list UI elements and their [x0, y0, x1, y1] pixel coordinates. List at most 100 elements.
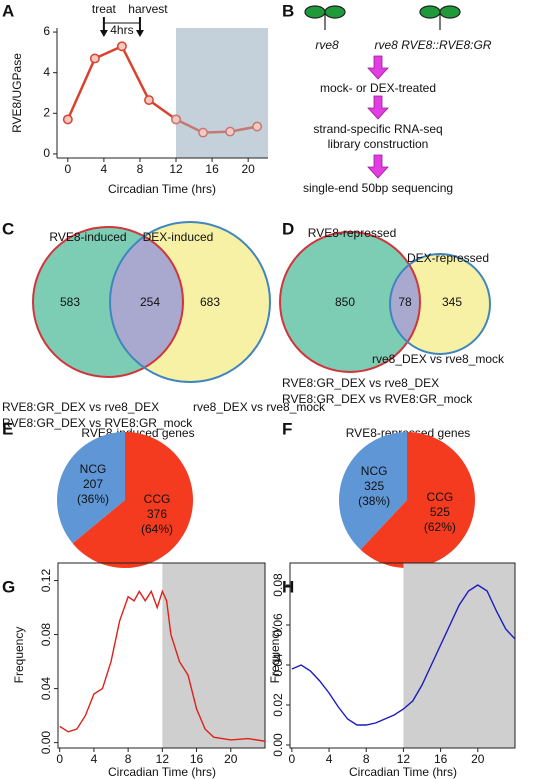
slice-percent: (38%) — [358, 494, 390, 508]
x-tick-label: 4 — [326, 752, 333, 766]
x-axis-label: Circadian Time (hrs) — [108, 182, 216, 196]
x-tick-label: 8 — [125, 752, 132, 766]
night-shading — [162, 563, 265, 748]
y-tick-label: 0.04 — [39, 677, 53, 701]
pie-slice — [72, 432, 193, 568]
panel-label: A — [2, 1, 14, 20]
region-count: 254 — [140, 295, 160, 309]
y-tick-label: 2 — [43, 105, 50, 119]
y-tick-label: 0.04 — [271, 653, 285, 677]
y-tick-label: 4 — [43, 65, 50, 79]
comparison-label: rve8_DEX vs rve8_mock — [193, 400, 326, 414]
y-tick-label: 0 — [43, 146, 50, 160]
step-label: mock- or DEX-treated — [320, 81, 436, 95]
x-tick-label: 20 — [241, 162, 255, 176]
data-point — [62, 114, 73, 125]
slice-category: CCG — [144, 492, 171, 506]
series-line — [291, 584, 516, 726]
x-tick-label: 16 — [434, 752, 448, 766]
x-tick-label: 12 — [397, 752, 411, 766]
x-axis-label: Circadian Time (hrs) — [108, 765, 216, 779]
x-tick-label: 20 — [224, 752, 238, 766]
x-tick-label: 8 — [363, 752, 370, 766]
step-label: single-end 50bp sequencing — [303, 181, 453, 195]
region-count: 78 — [398, 295, 412, 309]
data-point — [252, 121, 263, 132]
night-shading — [176, 28, 268, 158]
y-tick-label: 0.08 — [39, 623, 53, 647]
step-label: library construction — [328, 137, 429, 151]
data-point — [116, 41, 127, 52]
panel-label: C — [2, 219, 14, 238]
x-tick-label: 16 — [190, 752, 204, 766]
set-label: RVE8-induced — [49, 230, 126, 244]
x-tick-label: 4 — [101, 162, 108, 176]
panel-label: H — [282, 577, 294, 596]
y-tick-label: 0.00 — [271, 733, 285, 757]
data-point — [198, 127, 209, 138]
slice-category: NCG — [361, 464, 388, 478]
x-tick-label: 16 — [205, 162, 219, 176]
x-tick-label: 8 — [137, 162, 144, 176]
set-outline — [109, 221, 271, 383]
data-point — [171, 114, 181, 125]
annotation-arrowhead — [99, 30, 108, 37]
y-tick-label: 0.02 — [271, 693, 285, 717]
y-tick-label: 0.06 — [271, 613, 285, 637]
panel-label: E — [2, 419, 13, 438]
slice-count: 525 — [430, 505, 450, 519]
step-label: strand-specific RNA-seq — [313, 122, 442, 136]
y-tick-label: 0.08 — [271, 573, 285, 597]
annotation: treat — [92, 2, 117, 16]
slice-category: CCG — [427, 490, 454, 504]
y-tick-label: 0.12 — [39, 569, 53, 593]
slice-count: 325 — [364, 479, 384, 493]
night-shading — [403, 563, 515, 748]
data-point — [144, 95, 154, 106]
slice-percent: (64%) — [141, 522, 173, 536]
panel-label: B — [282, 1, 294, 20]
overlap — [110, 227, 183, 377]
slice-count: 207 — [83, 477, 103, 491]
set-outline — [279, 231, 421, 373]
x-tick-label: 0 — [64, 162, 71, 176]
slice-percent: (36%) — [77, 492, 109, 506]
series-line — [59, 589, 266, 742]
set-label: DEX-induced — [143, 230, 214, 244]
y-tick-label: 0.00 — [39, 731, 53, 755]
set-circle — [280, 232, 420, 372]
y-axis-label: RVE8/UGPase — [10, 53, 24, 133]
panel-label: G — [2, 577, 15, 596]
comparison-label: RVE8:GR_DEX vs RVE8:GR_mock — [282, 392, 473, 406]
x-axis-label: Circadian Time (hrs) — [349, 765, 457, 779]
data-point — [89, 53, 100, 64]
x-tick-label: 12 — [169, 162, 183, 176]
annotation: harvest — [128, 2, 168, 16]
slice-count: 376 — [147, 507, 167, 521]
set-outline — [389, 253, 491, 355]
plot-frame — [57, 562, 266, 749]
comparison-label: RVE8:GR_DEX vs rve8_DEX — [282, 376, 439, 390]
y-axis-label: Frequency — [268, 627, 282, 684]
plot-frame — [289, 562, 516, 749]
data-point — [225, 126, 236, 137]
genotype-label: rve8 RVE8::RVE8:GR — [375, 38, 492, 52]
pie-slice — [360, 432, 475, 568]
panel-label: D — [282, 219, 294, 238]
region-count: 683 — [200, 295, 220, 309]
series-line — [175, 118, 258, 134]
interval-label: 4hrs — [110, 23, 133, 37]
annotation-arrowhead — [135, 30, 144, 37]
x-tick-label: 4 — [91, 752, 98, 766]
slice-percent: (62%) — [424, 520, 456, 534]
panel-label: F — [282, 419, 292, 438]
slice-category: NCG — [80, 462, 107, 476]
series-line — [66, 44, 177, 121]
plant-icon — [419, 5, 461, 30]
x-tick-label: 0 — [56, 752, 63, 766]
flow-arrows — [367, 55, 389, 179]
pie-slice — [339, 432, 407, 550]
set-outline — [32, 226, 184, 378]
plant-icon — [304, 5, 346, 30]
